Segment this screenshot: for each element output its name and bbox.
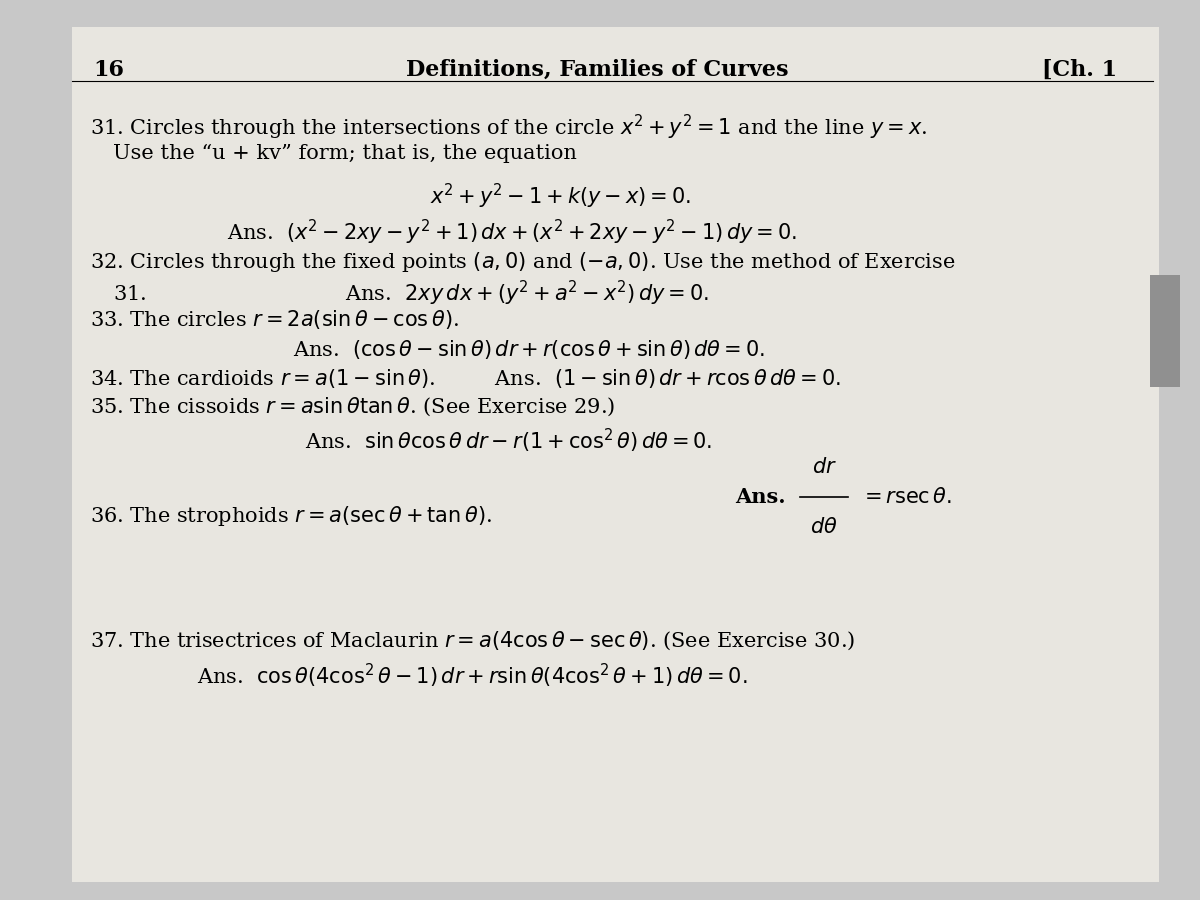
Text: 33. The circles $r = 2a(\sin\theta - \cos\theta)$.: 33. The circles $r = 2a(\sin\theta - \co…	[90, 308, 458, 331]
Text: Ans.  $(\cos\theta - \sin\theta)\,dr + r(\cos\theta + \sin\theta)\,d\theta = 0.$: Ans. $(\cos\theta - \sin\theta)\,dr + r(…	[293, 338, 764, 362]
Text: 37. The trisectrices of Maclaurin $r = a(4\cos\theta - \sec\theta)$. (See Exerci: 37. The trisectrices of Maclaurin $r = a…	[90, 630, 854, 652]
Text: $d\theta$: $d\theta$	[810, 517, 838, 536]
Text: 36. The strophoids $r = a(\sec\theta + \tan\theta)$.: 36. The strophoids $r = a(\sec\theta + \…	[90, 504, 492, 528]
Text: $dr$: $dr$	[812, 457, 836, 477]
Text: Ans.  $(x^2 - 2xy - y^2 + 1)\,dx + (x^2 + 2xy - y^2 - 1)\,dy = 0.$: Ans. $(x^2 - 2xy - y^2 + 1)\,dx + (x^2 +…	[227, 218, 797, 247]
Text: $= r\sec\theta.$: $= r\sec\theta.$	[860, 487, 952, 507]
Text: 32. Circles through the fixed points $(a, 0)$ and $(-a, 0)$. Use the method of E: 32. Circles through the fixed points $(a…	[90, 250, 955, 274]
Text: 31. Circles through the intersections of the circle $x^2 + y^2 = 1$ and the line: 31. Circles through the intersections of…	[90, 112, 926, 141]
FancyBboxPatch shape	[1151, 274, 1181, 387]
FancyBboxPatch shape	[72, 27, 1159, 882]
Text: 35. The cissoids $r = a\sin\theta\tan\theta$. (See Exercise 29.): 35. The cissoids $r = a\sin\theta\tan\th…	[90, 396, 614, 418]
Text: $x^2 + y^2 - 1 + k(y - x) = 0.$: $x^2 + y^2 - 1 + k(y - x) = 0.$	[430, 182, 691, 211]
Text: Ans.  $\sin\theta\cos\theta\,dr - r(1 + \cos^2\theta)\,d\theta = 0.$: Ans. $\sin\theta\cos\theta\,dr - r(1 + \…	[305, 427, 712, 454]
Text: 34. The cardioids $r = a(1 - \sin\theta)$.         Ans.  $(1 - \sin\theta)\,dr +: 34. The cardioids $r = a(1 - \sin\theta)…	[90, 367, 840, 391]
Text: Use the “u + kv” form; that is, the equation: Use the “u + kv” form; that is, the equa…	[114, 144, 577, 163]
Text: [Ch. 1: [Ch. 1	[1042, 58, 1117, 80]
Text: 31.                              Ans.  $2xy\,dx + (y^2 + a^2 - x^2)\,dy = 0.$: 31. Ans. $2xy\,dx + (y^2 + a^2 - x^2)\,d…	[114, 279, 709, 308]
Text: Ans.  $\cos\theta(4\cos^2\theta - 1)\,dr + r\sin\theta(4\cos^2\theta + 1)\,d\the: Ans. $\cos\theta(4\cos^2\theta - 1)\,dr …	[197, 662, 748, 689]
Text: Ans.: Ans.	[734, 487, 785, 507]
Text: Definitions, Families of Curves: Definitions, Families of Curves	[406, 58, 788, 80]
Text: 16: 16	[94, 58, 124, 80]
